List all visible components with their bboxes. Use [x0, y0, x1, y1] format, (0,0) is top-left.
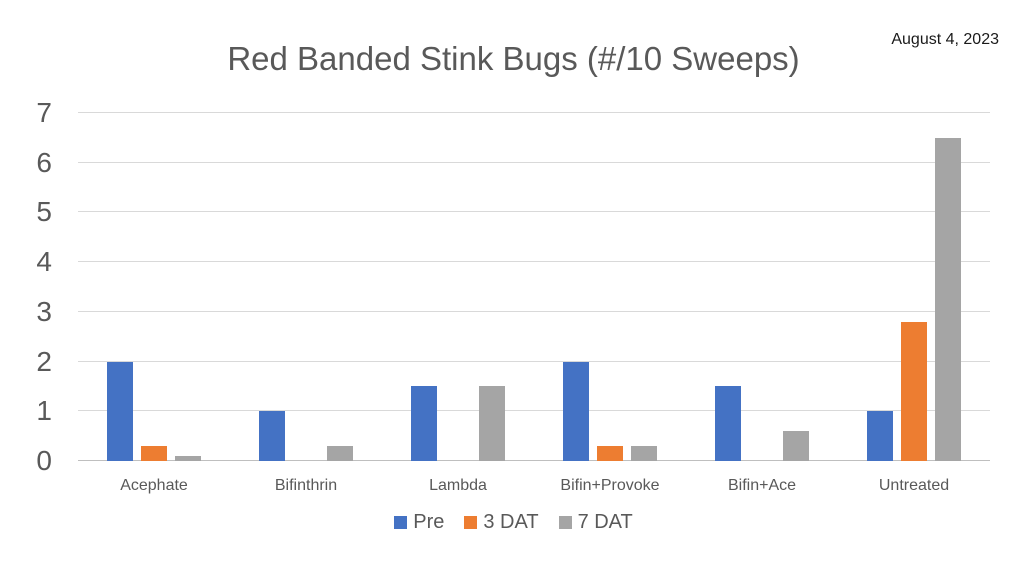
x-axis-line	[78, 460, 990, 461]
bar-7-dat-lambda	[479, 386, 505, 461]
legend-item-3-dat: 3 DAT	[464, 511, 539, 533]
y-tick-label: 0	[36, 445, 52, 476]
x-category-label-bifin-provoke: Bifin+Provoke	[560, 477, 660, 494]
bar-7-dat-untreated	[935, 137, 961, 461]
y-axis: 0 1 2 3 4 5 6 7	[0, 99, 52, 475]
bar-7-dat-bifinthrin	[327, 446, 353, 461]
bar-3-dat-acephate	[141, 446, 167, 461]
legend-label-7-dat: 7 DAT	[577, 511, 633, 533]
y-tick-label: 2	[36, 345, 52, 377]
x-category-label-untreated: Untreated	[878, 477, 950, 494]
y-tick-label: 4	[36, 246, 52, 278]
y-tick-label: 7	[36, 97, 52, 128]
x-category-label-bifinthrin: Bifinthrin	[274, 477, 338, 494]
gridline	[78, 310, 990, 312]
y-tick-label: 6	[36, 146, 52, 178]
bar-pre-acephate	[107, 361, 133, 461]
legend-label-pre: Pre	[413, 511, 445, 533]
legend-swatch-3-dat	[464, 515, 478, 529]
bar-pre-lambda	[411, 386, 437, 461]
y-tick-label: 5	[36, 196, 52, 228]
legend-item-pre: Pre	[394, 512, 444, 532]
gridline	[78, 261, 990, 263]
x-axis: Acephate Bifinthrin Lambda Bifin+Provoke Bif…	[78, 477, 990, 499]
legend-swatch-7-dat	[558, 515, 572, 529]
bar-pre-bifin-provoke	[563, 361, 589, 461]
gridline	[78, 410, 990, 412]
bar-7-dat-acephate	[175, 456, 201, 461]
x-category-label-bifin-ace: Bifin+Ace	[727, 477, 797, 494]
y-tick-label: 1	[36, 395, 52, 427]
plot-area	[78, 112, 990, 461]
bar-7-dat-bifin-ace	[783, 431, 809, 461]
chart-title: Red Banded Stink Bugs (#/10 Sweeps)	[227, 40, 800, 77]
gridline	[78, 360, 990, 362]
bar-7-dat-bifin-provoke	[631, 446, 657, 461]
gridline	[78, 112, 990, 113]
gridline	[78, 211, 990, 213]
gridline	[78, 161, 990, 163]
legend-swatch-pre	[394, 515, 408, 529]
bar-pre-bifinthrin	[259, 411, 285, 461]
x-category-label-lambda: Lambda	[429, 477, 487, 494]
bar-3-dat-bifin-provoke	[597, 446, 623, 461]
legend-label-3-dat: 3 DAT	[483, 511, 539, 533]
bar-3-dat-untreated	[901, 321, 927, 461]
date-label: August 4, 2023	[891, 31, 999, 48]
legend-item-7-dat: 7 DAT	[558, 511, 633, 533]
x-category-label-acephate: Acephate	[120, 477, 188, 494]
y-tick-label: 3	[36, 295, 52, 327]
legend: Pre 3 DAT 7 DAT	[0, 512, 1027, 532]
bars-layer	[78, 113, 990, 461]
bar-pre-untreated	[867, 411, 893, 461]
bar-pre-bifin-ace	[715, 386, 741, 461]
